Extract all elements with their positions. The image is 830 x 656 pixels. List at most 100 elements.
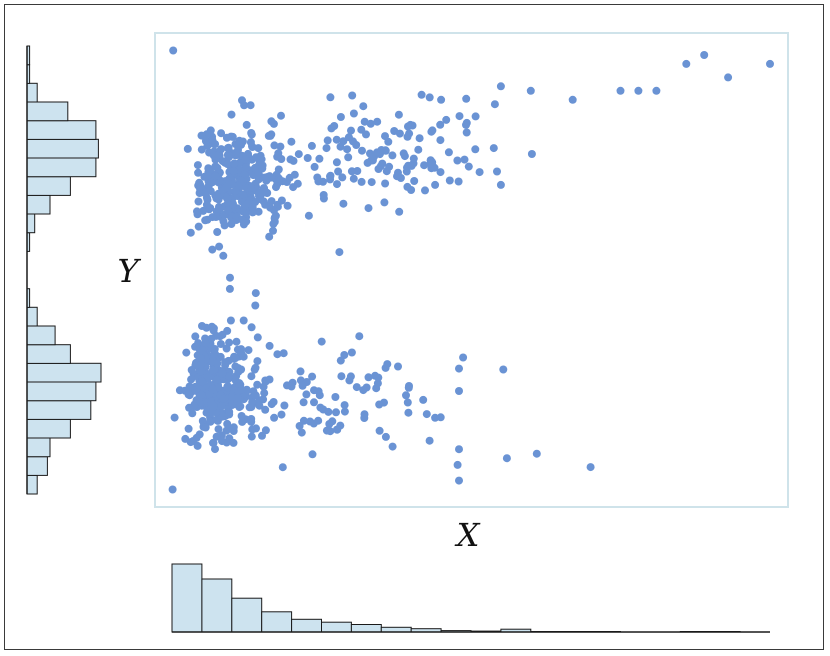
scatter-point (332, 158, 341, 167)
scatter-point (248, 203, 257, 212)
scatter-point (182, 348, 191, 357)
scatter-point (242, 120, 251, 129)
scatter-point (209, 324, 218, 333)
scatter-point (333, 180, 341, 189)
scatter-point (247, 403, 256, 412)
scatter-point (425, 436, 434, 445)
scatter-point (431, 180, 440, 189)
scatter-point (231, 354, 240, 363)
scatter-point (252, 153, 261, 162)
scatter-point (237, 215, 246, 224)
scatter-point (367, 178, 376, 187)
y-hist-bar (26, 213, 36, 234)
y-hist-bar (26, 344, 71, 364)
scatter-point (383, 360, 392, 369)
scatter-point (272, 183, 280, 192)
scatter-point (230, 159, 239, 168)
scatter-point (381, 432, 390, 441)
scatter-point (274, 149, 283, 158)
scatter-point (330, 122, 339, 130)
scatter-point (355, 332, 364, 341)
x-hist-bar (231, 597, 263, 633)
scatter-point (322, 144, 331, 153)
scatter-point (222, 133, 231, 142)
x-hist-bar (350, 624, 382, 633)
scatter-point (308, 372, 317, 381)
scatter-point (226, 316, 235, 325)
scatter-point (420, 161, 429, 170)
scatter-point (213, 192, 222, 201)
scatter-point (280, 401, 289, 410)
y-hist-bar (26, 418, 71, 439)
scatter-point (239, 352, 248, 361)
scatter-point (222, 344, 231, 353)
scatter-point (471, 112, 480, 121)
scatter-point (225, 284, 234, 293)
scatter-point (310, 398, 318, 407)
scatter-point (344, 133, 353, 142)
scatter-point (526, 86, 535, 95)
scatter-point (493, 167, 501, 176)
scatter-point (407, 186, 416, 194)
scatter-point (374, 373, 383, 382)
scatter-point (363, 158, 372, 167)
scatter-point (358, 146, 366, 155)
scatter-point (197, 354, 205, 363)
y-hist-bar (26, 176, 71, 196)
scatter-point (238, 417, 247, 426)
scatter-point (277, 410, 286, 419)
scatter-point (360, 117, 369, 126)
scatter-point (347, 348, 356, 357)
scatter-point (634, 86, 643, 95)
plot-area (154, 32, 789, 508)
scatter-point (462, 94, 471, 103)
scatter-point (244, 346, 253, 355)
scatter-point (247, 415, 256, 423)
scatter-point (394, 362, 402, 371)
scatter-point (499, 365, 508, 374)
scatter-point (274, 165, 283, 174)
scatter-point (340, 401, 349, 410)
y-axis-label: Y (117, 252, 141, 290)
scatter-point (527, 150, 536, 158)
scatter-point (192, 433, 201, 442)
scatter-point (436, 136, 445, 145)
scatter-point (388, 151, 397, 160)
scatter-point (331, 393, 340, 401)
scatter-point (454, 177, 463, 186)
scatter-point (357, 177, 366, 186)
scatter-point (195, 189, 204, 197)
scatter-point (203, 215, 212, 224)
scatter-point (403, 132, 412, 141)
scatter-point (240, 101, 249, 110)
scatter-point (402, 167, 411, 176)
scatter-point (246, 138, 255, 147)
scatter-point (289, 183, 298, 192)
scatter-point (270, 217, 279, 226)
scatter-point (328, 417, 337, 426)
scatter-point (217, 145, 226, 154)
scatter-point (224, 150, 233, 159)
scatter-point (256, 188, 265, 197)
scatter-point (310, 162, 319, 171)
scatter-point (394, 110, 403, 119)
scatter-point (385, 162, 394, 171)
scatter-point (201, 339, 210, 348)
scatter-point (310, 386, 318, 395)
scatter-point (269, 226, 277, 235)
y-hist-bar (26, 101, 69, 122)
marginal-histogram-x (171, 563, 770, 633)
scatter-point (348, 91, 357, 100)
scatter-point (426, 159, 435, 168)
scatter-point (489, 144, 498, 153)
scatter-point (261, 405, 270, 414)
scatter-point (194, 339, 203, 348)
scatter-point (209, 356, 217, 365)
scatter-point (224, 206, 233, 215)
scatter-point (332, 135, 341, 144)
scatter-point (211, 162, 220, 171)
scatter-point (187, 366, 196, 374)
scatter-point (229, 166, 238, 175)
scatter-point (303, 154, 312, 162)
